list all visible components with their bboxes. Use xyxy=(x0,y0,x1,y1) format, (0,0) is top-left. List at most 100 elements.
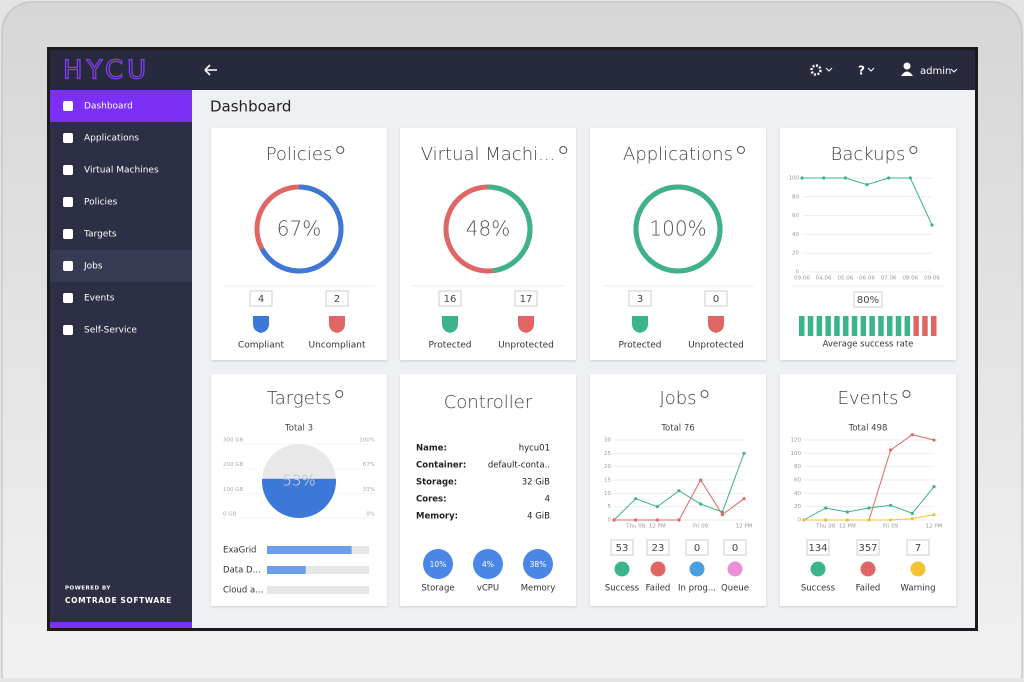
help-icon xyxy=(336,146,345,154)
y-tick-label: 300 GB xyxy=(223,438,244,444)
usage-name: Memory xyxy=(521,584,556,594)
rate-bar xyxy=(807,316,814,336)
field-label: Name: xyxy=(416,444,447,454)
point xyxy=(932,513,936,517)
status-label: In prog... xyxy=(678,584,716,594)
help-menu[interactable]: ? xyxy=(858,64,865,78)
rate-bar xyxy=(860,316,867,336)
card-title: Applications xyxy=(623,144,733,165)
usage-name: Storage xyxy=(421,584,454,594)
point xyxy=(800,176,804,180)
x-tick-label: 07.06 xyxy=(881,276,897,282)
card-title: Backups xyxy=(831,144,906,165)
point xyxy=(889,448,893,452)
usage-label: 10% xyxy=(430,560,447,569)
point xyxy=(612,518,616,522)
sidebar xyxy=(50,90,192,628)
bar-track xyxy=(267,586,369,594)
sidebar-icon xyxy=(63,165,73,175)
sidebar-item[interactable]: Policies xyxy=(84,198,118,208)
sidebar-item[interactable]: Self-Service xyxy=(84,326,137,336)
donut-arc xyxy=(443,184,533,274)
company: COMTRADE SOFTWARE xyxy=(65,596,172,605)
sidebar-item[interactable]: Targets xyxy=(83,230,117,240)
point xyxy=(845,518,849,522)
status-label: Compliant xyxy=(238,341,284,351)
y-tick-label: 5 xyxy=(608,504,612,510)
help-icon xyxy=(909,146,918,154)
rate-bar xyxy=(913,316,919,336)
rate-bar xyxy=(869,316,875,336)
y-tick-label: 30 xyxy=(604,438,611,444)
usage-label: 4% xyxy=(482,560,494,569)
bar-label: Data D... xyxy=(223,566,261,576)
point xyxy=(843,176,847,180)
y-tick-label: 20 xyxy=(604,464,611,470)
total: Total 3 xyxy=(284,424,313,434)
y2-tick-label: 67% xyxy=(363,462,375,468)
count-box xyxy=(906,539,930,556)
total: Total 76 xyxy=(660,424,694,434)
point xyxy=(908,176,912,180)
count: 53 xyxy=(616,543,629,554)
x-tick-label: 04.06 xyxy=(816,276,832,282)
x-tick-label: Fri 09 xyxy=(693,524,709,530)
help-icon xyxy=(559,146,568,154)
point xyxy=(867,506,871,510)
point xyxy=(720,513,724,517)
sidebar-hover xyxy=(50,250,192,282)
usage-circle xyxy=(423,549,453,579)
point xyxy=(824,506,828,510)
page-title: Dashboard xyxy=(210,98,291,116)
count: 357 xyxy=(858,543,877,554)
sidebar-icon xyxy=(63,133,73,143)
sidebar-item[interactable]: Events xyxy=(84,294,115,304)
y-tick-label: 15 xyxy=(604,478,611,484)
sidebar-icon xyxy=(63,229,73,239)
status-label: Warning xyxy=(901,584,936,594)
brand-logo: HYCU xyxy=(63,56,150,86)
card: Controller Name: hycu01 Container: default-c… xyxy=(400,374,576,606)
status-dot xyxy=(910,561,926,577)
count-box xyxy=(685,539,709,556)
donut-label: 67% xyxy=(277,217,321,241)
y-tick-label: 0 xyxy=(798,518,802,524)
field-label: Memory: xyxy=(416,512,458,522)
help-icon xyxy=(335,390,344,398)
card: Policies 67% 4 Compliant 2 Uncompliant xyxy=(211,128,387,360)
y-tick-label: 10 xyxy=(604,491,611,497)
settings-icon[interactable] xyxy=(810,64,822,76)
sidebar-item[interactable]: Virtual Machines xyxy=(84,166,159,176)
y-tick-label: 100 xyxy=(789,176,800,182)
point xyxy=(910,517,914,521)
point xyxy=(677,489,681,493)
status-label: Protected xyxy=(428,341,471,351)
y-tick-label: 0 GB xyxy=(223,512,237,518)
card-title: Controller xyxy=(444,392,533,413)
y-tick-label: 25 xyxy=(604,451,611,457)
sidebar-icon xyxy=(63,325,73,335)
user-menu[interactable]: admin xyxy=(920,66,951,77)
y-tick-label: 60 xyxy=(792,213,799,219)
sidebar-icon xyxy=(63,261,73,271)
x-tick-label: 12 PM xyxy=(839,524,856,530)
rate-bar xyxy=(887,316,893,336)
count: 2 xyxy=(334,294,340,305)
usage-circle xyxy=(523,549,553,579)
sidebar-icon xyxy=(63,293,73,303)
sidebar-item[interactable]: Applications xyxy=(84,134,139,144)
chevron xyxy=(950,68,958,73)
sidebar-item[interactable]: Jobs xyxy=(83,262,103,272)
x-tick-label: 06.06 xyxy=(859,276,875,282)
back-arrow[interactable] xyxy=(204,64,217,76)
usage-label: 38% xyxy=(530,560,547,569)
status-label: Queue xyxy=(721,584,749,594)
x-tick-label: 09.06 xyxy=(794,276,810,282)
rate-bar xyxy=(825,316,831,336)
sidebar-item[interactable]: Dashboard xyxy=(84,102,133,112)
card-title: Events xyxy=(838,388,899,409)
rate-bar xyxy=(799,316,805,336)
status-label: Failed xyxy=(856,584,881,594)
